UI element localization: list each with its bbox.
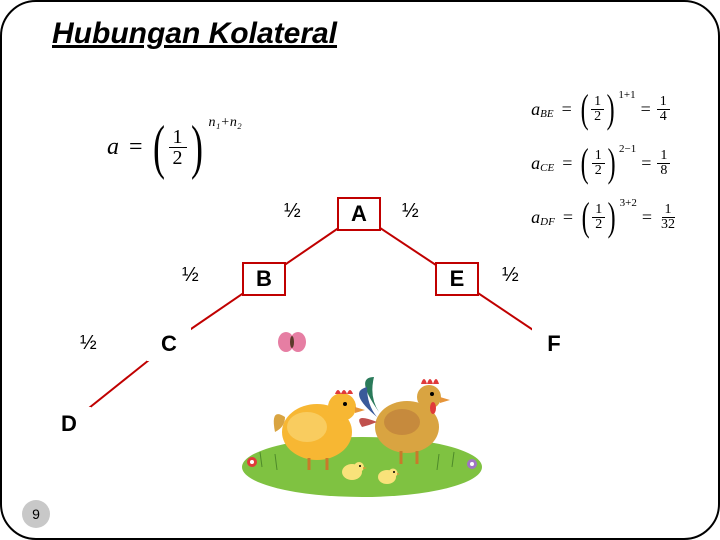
node-e: E [435, 262, 479, 296]
node-f: F [532, 327, 576, 361]
node-c: C [147, 327, 191, 361]
chicken-illustration [222, 302, 502, 502]
edge-label: ½ [502, 264, 519, 287]
edge-label: ½ [182, 264, 199, 287]
node-b: B [242, 262, 286, 296]
node-d: D [47, 407, 91, 441]
edge-label: ½ [284, 200, 301, 223]
node-a: A [337, 197, 381, 231]
page-number: 9 [22, 500, 50, 528]
edge-label: ½ [402, 200, 419, 223]
slide-frame: Hubungan Kolateral a = ( 1 2 ) n₁+n₂ aBE… [0, 0, 720, 540]
edge-label: ½ [80, 332, 97, 355]
